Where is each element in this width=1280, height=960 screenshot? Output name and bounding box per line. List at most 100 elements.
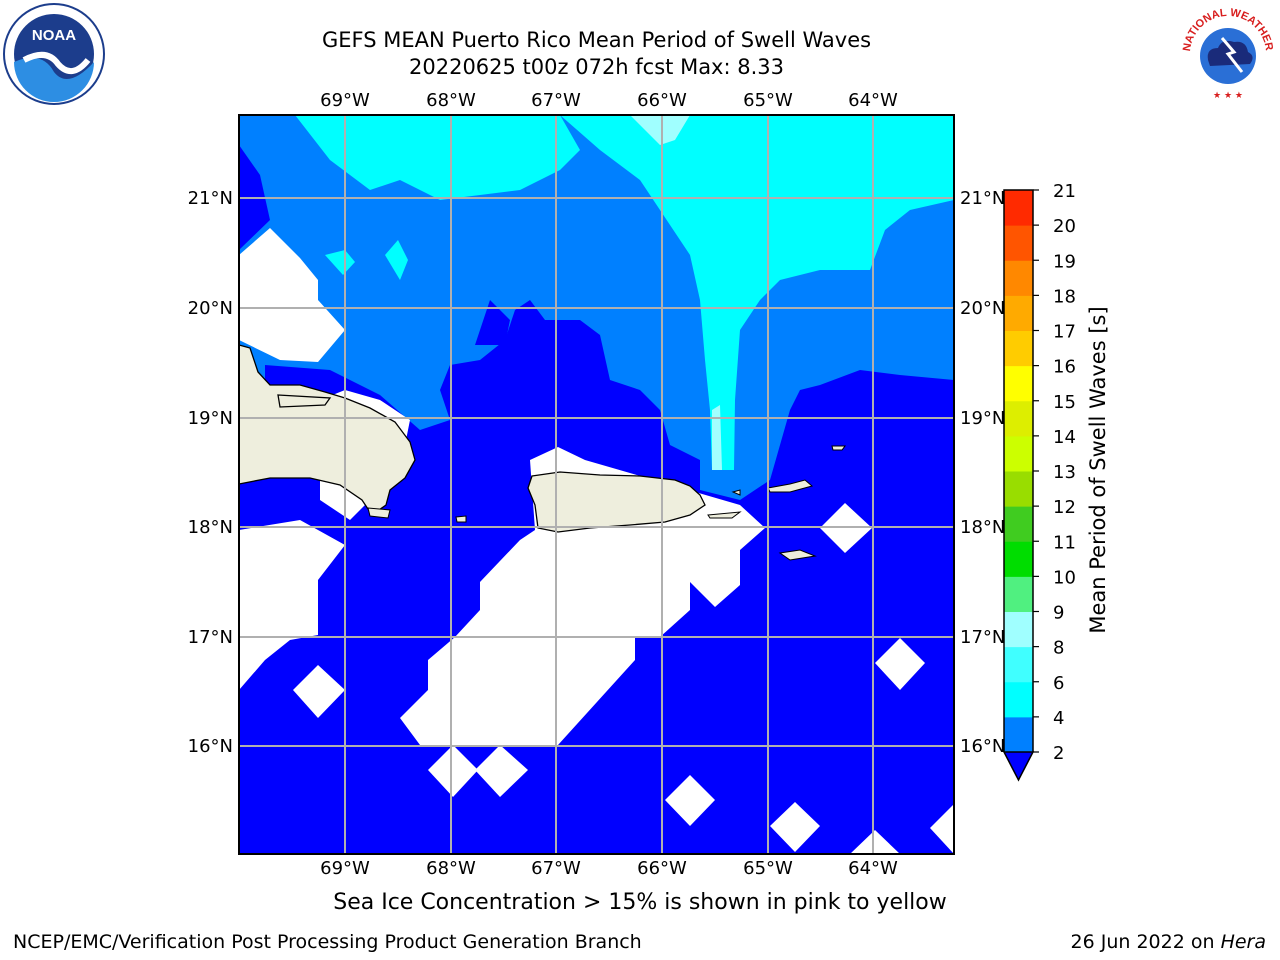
colorbar [1002,189,1039,782]
period-below-2-band [475,300,510,345]
no-data-region [400,447,765,745]
colorbar-tick-label: 19 [1053,251,1076,272]
chart-subtitle: 20220625 t00z 072h fcst Max: 8.33 [409,55,784,79]
sea-ice-caption: Sea Ice Concentration > 15% is shown in … [333,890,947,915]
lon-label: 67°W [531,90,581,111]
lon-label: 66°W [637,90,687,111]
colorbar-segment [1004,330,1033,367]
no-data-region [875,638,925,690]
period-6-8-band [712,405,722,470]
footer-date-text: 26 Jun 2022 on [1070,931,1221,953]
colorbar-tick-label: 21 [1053,181,1076,202]
land-island [731,489,741,496]
land-island [707,511,742,519]
lat-label: 17°N [188,627,233,648]
map-fields [239,115,954,854]
colorbar-segment [1004,506,1033,542]
noaa-logo-text: NOAA [32,27,76,44]
colorbar-segment [1004,365,1033,402]
colorbar-segment [1004,435,1033,472]
lon-label: 64°W [848,858,898,879]
no-data-region [665,775,715,826]
lon-label: 65°W [743,90,793,111]
lon-label: 68°W [426,90,476,111]
lat-label: 19°N [960,408,1005,429]
colorbar-segment [1004,541,1033,577]
land-hispaniola [239,344,416,516]
colorbar-tick-label: 15 [1053,392,1076,413]
footer-date: 26 Jun 2022 on Hera [1071,931,1266,953]
land-virgin-islands [767,479,814,493]
land-hispaniola [277,394,332,408]
colorbar-segment [1004,190,1033,226]
lat-label: 16°N [188,736,233,757]
no-data-region [770,802,820,852]
colorbar-tick-label: 14 [1053,427,1076,448]
no-data-region [293,665,345,718]
lat-label: 16°N [960,736,1005,757]
lat-label: 18°N [960,517,1005,538]
lat-label: 18°N [188,517,233,538]
colorbar-extend-arrow [1002,751,1035,782]
no-data-region [239,228,345,362]
colorbar-tick-label: 13 [1053,462,1076,483]
lat-label: 21°N [188,188,233,209]
land-island [455,515,467,523]
colorbar-segment [1004,611,1033,648]
colorbar-segment [1004,400,1033,437]
colorbar-tick-labels: 2 4 6 8 9 10 11 12 13 14 15 16 17 18 19 20 21 [1053,181,1076,764]
map-frame [238,114,955,855]
footer-host: Hera [1220,931,1266,953]
period-4-6-band [295,115,954,470]
colorbar-tick-label: 16 [1053,357,1076,378]
lon-label: 67°W [531,858,581,879]
nws-logo: NATIONAL WEATHER SERVICE ★ ★ ★ [1176,2,1277,103]
colorbar-segment [1004,646,1033,683]
colorbar-segment [1004,681,1033,718]
colorbar-label: Mean Period of Swell Waves [s] [1086,306,1110,634]
land-island [778,549,817,561]
colorbar-segment [1004,471,1033,507]
period-6-8-band [630,115,690,145]
lat-label: 20°N [188,298,233,319]
colorbar-segment [1004,225,1033,261]
lon-label: 69°W [320,858,370,879]
colorbar-tick-label: 18 [1053,286,1076,307]
colorbar-tick-label: 20 [1053,216,1076,237]
colorbar-tick-label: 4 [1053,708,1064,729]
lat-label: 19°N [188,408,233,429]
lon-labels-top: 69°W 68°W 67°W 66°W 65°W 64°W [320,90,898,111]
noaa-logo: NOAA [3,3,105,105]
lon-label: 68°W [426,858,476,879]
map-gridlines [239,115,954,854]
period-4-6-band [325,250,355,275]
lon-labels-bottom: 69°W 68°W 67°W 66°W 65°W 64°W [320,858,898,879]
lat-label: 21°N [960,188,1005,209]
no-data-region [239,520,345,690]
land-island [367,507,391,519]
colorbar-tick-label: 8 [1053,638,1064,659]
no-data-region [428,745,478,797]
chart-title: GEFS MEAN Puerto Rico Mean Period of Swe… [321,28,872,52]
lon-label: 65°W [743,858,793,879]
colorbar-tick-label: 12 [1053,497,1076,518]
lat-labels-left: 21°N 20°N 19°N 18°N 17°N 16°N [188,188,233,757]
no-data-region [930,804,954,854]
colorbar-tick-label: 6 [1053,673,1064,694]
svg-text:★ ★ ★: ★ ★ ★ [1213,91,1243,101]
land-island [831,445,846,451]
land-puerto-rico [527,471,706,533]
colorbar-tick-label: 9 [1053,603,1064,624]
colorbar-tick-label: 2 [1053,743,1064,764]
lon-label: 69°W [320,90,370,111]
lat-label: 17°N [960,627,1005,648]
colorbar-segment [1004,716,1033,753]
colorbar-tick-label: 10 [1053,567,1076,588]
no-data-region [475,745,528,797]
footer-credit: NCEP/EMC/Verification Post Processing Pr… [13,931,642,953]
lat-label: 20°N [960,298,1005,319]
no-data-region [850,830,900,854]
lon-label: 66°W [637,858,687,879]
colorbar-tick-label: 17 [1053,322,1076,343]
